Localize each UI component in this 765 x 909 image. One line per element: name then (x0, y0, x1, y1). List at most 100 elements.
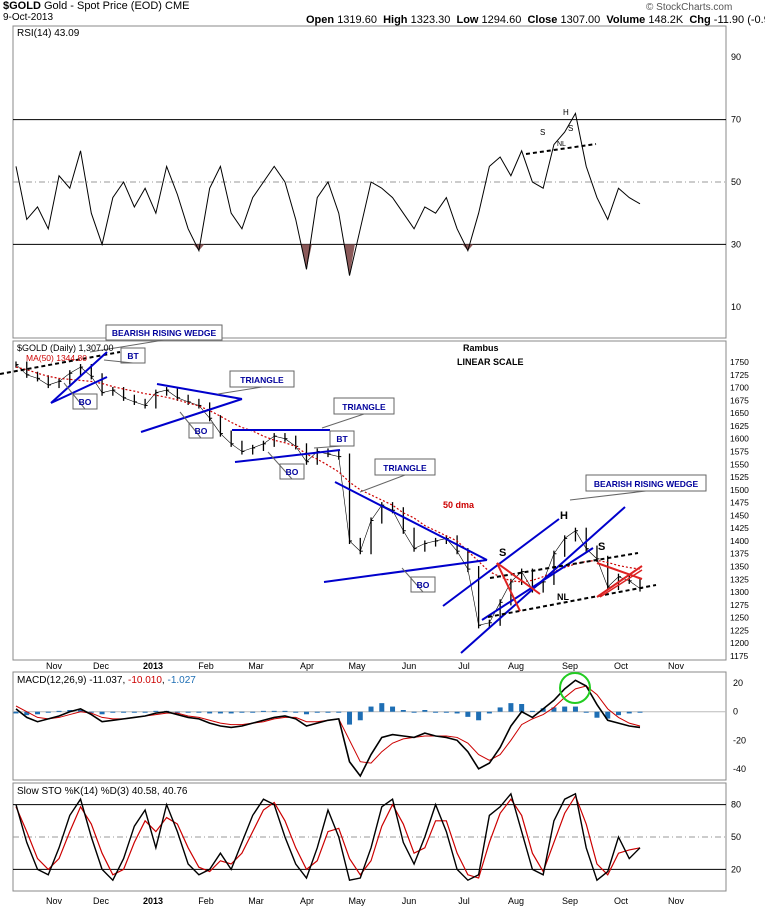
macd-hist-bar (217, 711, 223, 714)
macd-hist-bar (99, 711, 105, 715)
exchange: CME (165, 0, 190, 12)
price-tick-label: 1675 (730, 395, 749, 405)
ma-note: 50 dma (443, 500, 475, 510)
price-tick-label: 1200 (730, 638, 749, 648)
callout-triangle-3-pointer (359, 474, 406, 493)
macd-hist-bar (185, 711, 191, 713)
ma-legend: MA(50) 1344.80 (26, 353, 87, 363)
price-tick-label: 1300 (730, 587, 749, 597)
callout-bo-2: BO (195, 426, 208, 436)
month-label-price: Jun (402, 661, 417, 671)
shoulder-right-red-line-3 (599, 569, 643, 598)
sto-tick-label: 20 (731, 864, 741, 874)
callout-bo-1: BO (79, 397, 92, 407)
rsi-head-label: H (563, 108, 569, 117)
macd-circle-annotation (559, 672, 591, 704)
macd-hist-bar (24, 711, 30, 716)
macd-hist-bar (357, 711, 363, 721)
price-tick-label: 1650 (730, 408, 749, 418)
watermark: © StockCharts.com (646, 2, 733, 13)
shoulder-left-red-line-1 (496, 562, 541, 595)
callout-wedge-1-pointer (89, 339, 165, 353)
sto-legend: Slow STO %K(14) %D(3) 40.58, 40.76 (17, 786, 188, 797)
price-panel: 1175 1200 1225 1250 1275 1300 1325 1350 1375 1400… (0, 324, 749, 661)
month-label-bottom: Mar (248, 896, 264, 906)
macd-hist-bar (336, 711, 342, 713)
month-label-bottom: Sep (562, 896, 578, 906)
month-label-bottom: 2013 (143, 896, 163, 906)
macd-tick-label: -20 (733, 735, 746, 745)
macd-hist-bar (13, 711, 19, 714)
price-tick-label: 1550 (730, 459, 749, 469)
wedge-2-inner-line (481, 547, 594, 621)
month-label-price: Sep (562, 661, 578, 671)
month-label-price: Oct (614, 661, 629, 671)
head-label: H (560, 510, 568, 522)
rsi-legend: RSI(14) 43.09 (17, 28, 80, 39)
rsi-tick-label: 30 (731, 239, 741, 249)
ohlc-readout: Open 1319.60 High 1323.30 Low 1294.60 Cl… (306, 14, 765, 26)
macd-hist-bar (282, 710, 288, 712)
rsi-tick-label: 50 (731, 177, 741, 187)
price-tick-label: 1700 (730, 383, 749, 393)
rsi-tick-label: 10 (731, 302, 741, 312)
macd-hist-bar (562, 706, 568, 712)
callout-bo-4-pointer (401, 567, 424, 593)
price-tick-label: 1425 (730, 523, 749, 533)
price-tick-label: 1225 (730, 625, 749, 635)
price-tick-label: 1375 (730, 549, 749, 559)
sto-tick-label: 80 (731, 800, 741, 810)
center-subtitle: LINEAR SCALE (457, 357, 524, 367)
price-tick-label: 1400 (730, 536, 749, 546)
entry-dashed-line (0, 351, 121, 375)
rsi-neckline-label: NL (557, 141, 566, 148)
rsi-neckline (525, 143, 597, 155)
macd-hist-bar (153, 710, 159, 712)
macd-hist-bar (293, 711, 299, 713)
macd-panel: 20 0 -20 -40 (13, 672, 746, 778)
triangle-1-lower-line (140, 398, 243, 433)
callout-bt-2: BT (336, 434, 348, 444)
rsi-oversold-fill (301, 244, 312, 270)
macd-signal-line (15, 685, 641, 764)
macd-hist-bar (400, 710, 406, 712)
macd-hist-bar (110, 711, 116, 713)
month-label-bottom: Dec (93, 896, 110, 906)
callout-bt-2-pointer (313, 445, 343, 449)
sto-k-line (15, 792, 641, 882)
callout-bo-3: BO (286, 467, 299, 477)
macd-hist-bar (174, 711, 180, 713)
callout-bo-2-pointer (179, 411, 202, 439)
macd-legend: MACD(12,26,9) -11.037, -10.010, -1.027 (17, 675, 196, 686)
shoulder-right-red-line-2 (596, 565, 643, 598)
callout-bo-3-pointer (267, 451, 293, 480)
price-line (15, 364, 641, 626)
month-label-price: Apr (300, 661, 314, 671)
shoulder-right-red-line-1 (596, 562, 643, 580)
month-label-price: Jul (458, 661, 470, 671)
macd-hist-bar (594, 711, 600, 718)
price-tick-label: 1175 (730, 651, 749, 661)
rsi-left-shoulder-label: S (540, 128, 545, 137)
neckline-lower-dashed (487, 584, 657, 618)
triangle-3-upper-line (334, 481, 488, 561)
wedge-1-lower-line (50, 376, 108, 404)
macd-hist-bar (551, 707, 557, 712)
macd-hist-bar (35, 711, 41, 715)
symbol: $GOLD (3, 0, 41, 12)
macd-hist-bar (250, 711, 256, 713)
macd-hist-bar (454, 711, 460, 714)
callout-triangle-1: TRIANGLE (240, 375, 284, 385)
wedge-2-lower-line (442, 518, 560, 607)
price-tick-label: 1625 (730, 421, 749, 431)
price-legend: $GOLD (Daily) 1,307.00 (17, 343, 114, 353)
price-tick-label: 1600 (730, 434, 749, 444)
month-label-bottom: Nov (46, 896, 63, 906)
macd-hist-bar (443, 711, 449, 713)
month-label-price: Nov (668, 661, 685, 671)
macd-hist-bar (626, 711, 632, 714)
month-label-price: Nov (46, 661, 63, 671)
